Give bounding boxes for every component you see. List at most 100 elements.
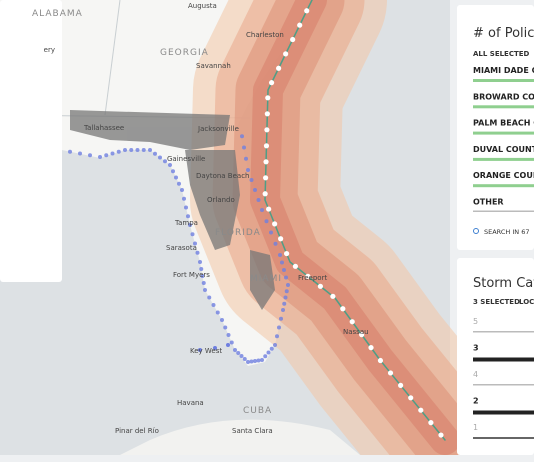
search-link[interactable]: SEARCH IN 67 [473,228,530,236]
policy-point [280,260,284,265]
item-bar [473,131,534,135]
policy-point [229,340,234,345]
policy-point [256,358,261,363]
policy-point [260,358,264,362]
filter-item[interactable]: ORANGE COUN [473,171,534,180]
category-item[interactable]: 3 [473,344,479,353]
map-label: Savannah [196,62,231,70]
policy-point [168,163,172,167]
map-label: Nassau [343,328,369,336]
policy-point [174,175,178,180]
policy-point [98,155,102,159]
policy-point [180,188,184,192]
track-point [349,319,355,325]
map-label: Augusta [188,2,217,10]
policy-point [249,178,254,182]
map-label: Tallahassee [83,124,124,132]
policy-point [123,148,127,152]
policy-point [177,181,181,186]
policy-point [246,360,250,364]
map-label: Daytona Beach [196,172,249,180]
map-label: Freeport [298,274,327,282]
track-point [377,357,384,364]
policy-point [256,198,261,202]
item-bar [473,79,534,82]
track-point [305,273,311,279]
filter-item[interactable]: BROWARD COU [473,92,534,101]
track-point [330,293,336,299]
policy-point [242,145,246,150]
policy-point [198,260,202,264]
map-label: ery [44,46,55,54]
policy-point [188,223,192,227]
filter-item[interactable]: PALM BEACH C [473,119,534,128]
policy-point [284,289,289,294]
filter-item[interactable]: DUVAL COUNT [473,145,534,154]
category-item[interactable]: 4 [473,370,478,379]
policy-points [58,134,290,364]
lock-button[interactable]: LOC [519,298,534,306]
policy-point [281,308,285,312]
map-label: CUBA [243,406,272,416]
policy-point [282,301,287,306]
policy-point [233,348,237,352]
policy-point [110,151,115,156]
urban-areas [70,110,275,310]
track-point [283,51,289,57]
bottom-bar [0,455,534,462]
policies-card [457,5,534,250]
track-point [265,95,271,101]
policy-point [279,316,283,321]
category-bar [473,437,534,439]
category-item[interactable]: 5 [473,317,478,326]
map-label: Tampa [174,219,198,227]
policy-point [195,250,200,255]
policy-point [260,208,264,212]
policy-point [284,275,288,280]
policy-point [135,148,140,152]
track-point [340,306,346,312]
filter-item[interactable]: OTHER [473,198,504,207]
track-point [278,236,284,242]
search-icon [473,228,479,234]
track-point [263,175,269,181]
map-label: FLORIDA [215,228,261,238]
policy-point [141,148,146,152]
policy-point [88,153,92,158]
category-item[interactable]: 2 [473,397,479,406]
map-label: Pinar del Río [115,427,159,435]
track-point [297,22,303,28]
policy-point [153,151,157,156]
policy-point [104,153,109,158]
policy-point [78,151,82,156]
track-point [263,159,269,165]
track-point [398,382,404,388]
track-point [290,36,296,43]
info-popup [0,0,62,282]
policy-point [253,188,257,192]
policy-point [148,148,152,152]
item-bar [473,157,534,161]
card-title: # of Policie [473,26,534,41]
track-point [368,345,374,351]
track-point [408,395,414,401]
policy-point [190,232,195,237]
policy-point [275,334,279,339]
category-item[interactable]: 1 [473,423,478,432]
search-text[interactable]: SEARCH IN 67 [484,228,529,236]
policy-point [200,274,205,278]
policy-point [264,219,269,224]
track-point [292,263,299,269]
filter-item[interactable]: MIAMI DADE C [473,66,534,75]
track-point [262,191,268,197]
policy-point [244,156,248,161]
policy-point [242,357,247,361]
policy-point [286,283,290,287]
policy-point [277,325,281,330]
policy-point [184,205,188,210]
policy-point [171,169,175,174]
track-point [264,111,270,117]
map-label: MIAMI [250,274,282,284]
category-bar [473,357,534,362]
